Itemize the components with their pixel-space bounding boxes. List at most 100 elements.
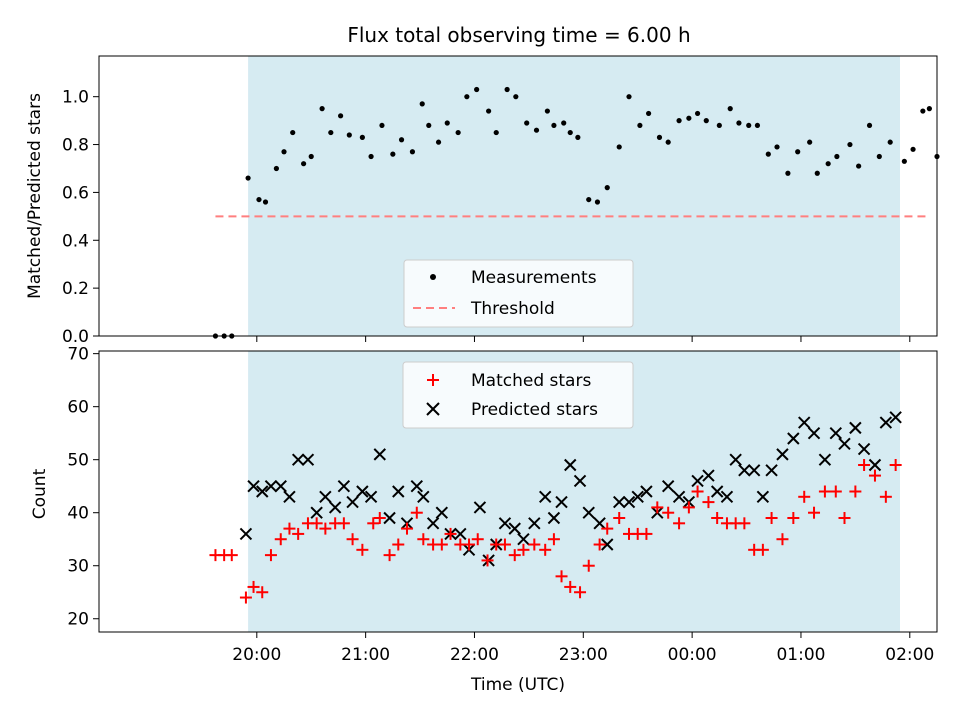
predicted-point (417, 490, 430, 504)
measurement-point (319, 106, 325, 112)
measurement-point (686, 115, 692, 121)
legend-measurements-label: Measurements (471, 268, 597, 288)
predicted-point (392, 485, 405, 498)
y-tick-label: 60 (67, 398, 89, 418)
matched-point (346, 533, 359, 546)
predicted-point (528, 517, 541, 530)
matched-point (640, 527, 653, 540)
measurement-point (604, 185, 610, 191)
measurement-point (746, 122, 752, 129)
top-x-ticks (256, 336, 911, 342)
matched-point (849, 485, 862, 498)
y-tick-label: 0.4 (62, 231, 89, 251)
measurement-point (245, 175, 251, 181)
matched-point (651, 501, 664, 514)
predicted-point (383, 511, 396, 525)
measurement-point (637, 122, 643, 129)
bottom-x-axis-label: Time (UTC) (470, 675, 565, 695)
matched-point (417, 533, 430, 546)
measurement-point (256, 196, 262, 203)
matched-point (582, 559, 595, 572)
matched-point (702, 496, 715, 509)
predicted-point (410, 479, 423, 493)
x-tick-label: 23:00 (559, 645, 608, 665)
matched-point (383, 549, 396, 562)
matched-point (868, 469, 881, 482)
matched-point (879, 490, 892, 503)
measurement-point (575, 134, 581, 140)
predicted-point (756, 490, 770, 504)
predicted-point (838, 437, 851, 450)
predicted-point (661, 479, 675, 493)
measurement-point (876, 153, 882, 160)
measurement-point (486, 108, 492, 114)
measurement-point (524, 120, 530, 126)
matched-point (662, 506, 675, 519)
predicted-point (247, 479, 260, 493)
predicted-point (239, 527, 253, 541)
measurement-point (281, 149, 287, 155)
bottom-legend: Matched stars Predicted stars (402, 361, 634, 429)
predicted-point (274, 479, 287, 493)
bottom-y-axis-label: Count (30, 468, 50, 519)
measurement-point (645, 110, 652, 117)
measurement-point (834, 153, 840, 160)
matched-point (838, 512, 851, 525)
predicted-point (373, 448, 386, 461)
y-tick-label: 30 (67, 557, 89, 577)
predicted-point (738, 464, 751, 477)
measurement-point (727, 106, 733, 112)
measurement-point (419, 101, 425, 107)
measurement-point (887, 139, 893, 145)
matched-point (539, 543, 552, 556)
matched-point (528, 538, 541, 551)
measurement-point (368, 153, 374, 160)
measurement-point (444, 120, 450, 126)
predicted-point (879, 416, 893, 429)
legend-predicted-label: Predicted stars (471, 400, 598, 420)
x-tick-label: 00:00 (668, 645, 717, 665)
predicted-point (640, 485, 653, 498)
matched-point (547, 533, 560, 546)
measurement-point (694, 110, 701, 117)
matched-point (283, 522, 296, 535)
predicted-point (622, 495, 636, 509)
matched-point (225, 549, 238, 562)
matched-point (738, 517, 751, 530)
matched-point (517, 543, 530, 556)
measurement-point (795, 149, 801, 155)
matched-point (691, 485, 704, 498)
predicted-point (818, 453, 832, 466)
matched-point (711, 512, 724, 525)
y-tick-label: 40 (67, 504, 89, 524)
measurement-point (390, 151, 396, 157)
predicted-point (310, 506, 323, 519)
predicted-point (337, 479, 351, 493)
measurement-point (785, 170, 791, 176)
top-y-ticks: 0.0 0.2 0.4 0.6 0.8 1.0 (62, 88, 99, 347)
measurement-point (533, 127, 540, 133)
predicted-point (517, 533, 530, 546)
measurement-point (856, 163, 862, 169)
measurement-point (346, 132, 352, 138)
predicted-point (555, 495, 568, 509)
matched-point (601, 522, 614, 535)
predicted-point (498, 517, 512, 530)
matched-point (247, 580, 260, 593)
predicted-point (776, 448, 789, 461)
matched-point (776, 533, 789, 546)
bottom-y-ticks: 20 30 40 50 60 70 (67, 345, 99, 630)
measurement-point (920, 108, 926, 114)
chart-title: Flux total observing time = 6.00 h (347, 23, 690, 47)
measurement-point (814, 170, 820, 176)
top-plot-area (212, 86, 940, 339)
predicted-point (613, 495, 626, 509)
matched-point (471, 533, 484, 546)
measurement-point (866, 122, 873, 129)
measurement-point (847, 141, 853, 148)
predicted-point (582, 506, 595, 519)
predicted-point (720, 490, 734, 504)
measurement-point (504, 86, 510, 93)
predicted-point (849, 421, 862, 435)
y-tick-label: 70 (67, 345, 89, 365)
